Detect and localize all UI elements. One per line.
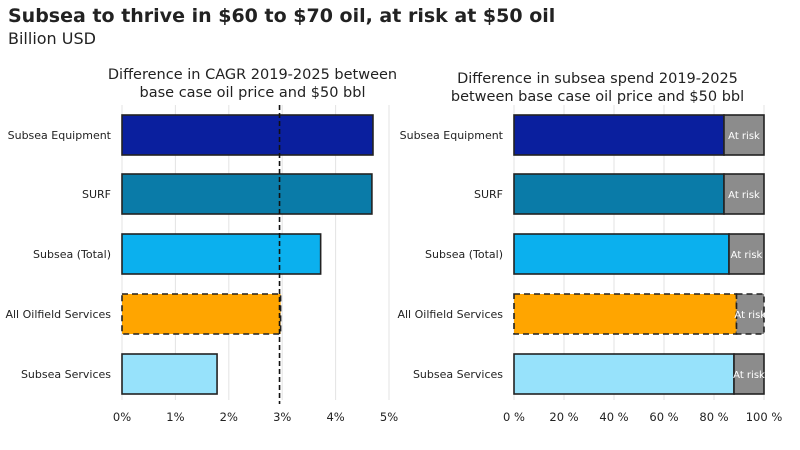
x-tick-label: 4% — [326, 410, 344, 424]
category-label-subsea-equipment: Subsea Equipment — [8, 129, 112, 142]
bar-base-subsea-total — [513, 233, 730, 275]
at-risk-label: At risk — [728, 131, 760, 142]
left-chart-title: Difference in CAGR 2019-2025 between bas… — [40, 66, 465, 102]
x-tick-label: 100 % — [746, 410, 783, 424]
bar-base-subsea-services — [513, 353, 735, 395]
bar-base-all-oilfield-services — [513, 293, 738, 335]
right-chart-title-line-1: Difference in subsea spend 2019-2025 — [457, 71, 738, 87]
x-tick-label: 40 % — [599, 410, 628, 424]
at-risk-label: At risk — [728, 190, 760, 201]
bar-at-risk-subsea-equipment — [723, 114, 765, 156]
category-label-subsea-services: Subsea Services — [413, 368, 503, 381]
category-label-surf: SURF — [474, 188, 503, 201]
category-label-subsea-equipment: Subsea Equipment — [400, 129, 504, 142]
bar-subsea-services — [121, 353, 218, 395]
category-label-all-oilfield-services: All Oilfield Services — [397, 308, 503, 321]
at-risk-label: At risk — [733, 370, 765, 381]
x-tick-label: 3% — [273, 410, 291, 424]
category-label-subsea-total: Subsea (Total) — [33, 248, 111, 261]
bar-all-oilfield-services — [121, 293, 282, 335]
at-risk-label: At risk — [734, 310, 766, 321]
bar-base-subsea-equipment — [513, 114, 725, 156]
x-tick-label: 0% — [113, 410, 131, 424]
category-label-subsea-services: Subsea Services — [21, 368, 111, 381]
bar-subsea-equipment — [121, 114, 374, 156]
category-label-all-oilfield-services: All Oilfield Services — [5, 308, 111, 321]
bar-at-risk-surf — [723, 173, 765, 215]
page-subtitle: Billion USD — [8, 29, 96, 48]
right-chart-title: Difference in subsea spend 2019-2025 bet… — [410, 70, 785, 106]
bar-at-risk-subsea-total — [728, 233, 765, 275]
bar-surf — [121, 173, 373, 215]
bar-at-risk-subsea-services — [733, 353, 765, 395]
category-label-surf: SURF — [82, 188, 111, 201]
x-tick-label: 80 % — [699, 410, 728, 424]
left-chart-title-line-2: base case oil price and $50 bbl — [139, 85, 366, 101]
bar-at-risk-all-oilfield-services — [735, 293, 765, 335]
x-tick-label: 5% — [380, 410, 398, 424]
bar-subsea-total — [121, 233, 322, 275]
at-risk-label: At risk — [731, 250, 763, 261]
x-tick-label: 2% — [220, 410, 238, 424]
left-chart-title-line-1: Difference in CAGR 2019-2025 between — [107, 67, 398, 83]
page-title: Subsea to thrive in $60 to $70 oil, at r… — [8, 5, 556, 27]
x-tick-label: 60 % — [649, 410, 678, 424]
bar-base-surf — [513, 173, 725, 215]
x-tick-label: 1% — [166, 410, 184, 424]
x-tick-label: 0 % — [503, 410, 525, 424]
x-tick-label: 20 % — [549, 410, 578, 424]
category-label-subsea-total: Subsea (Total) — [425, 248, 503, 261]
right-chart-title-line-2: between base case oil price and $50 bbl — [450, 89, 745, 105]
